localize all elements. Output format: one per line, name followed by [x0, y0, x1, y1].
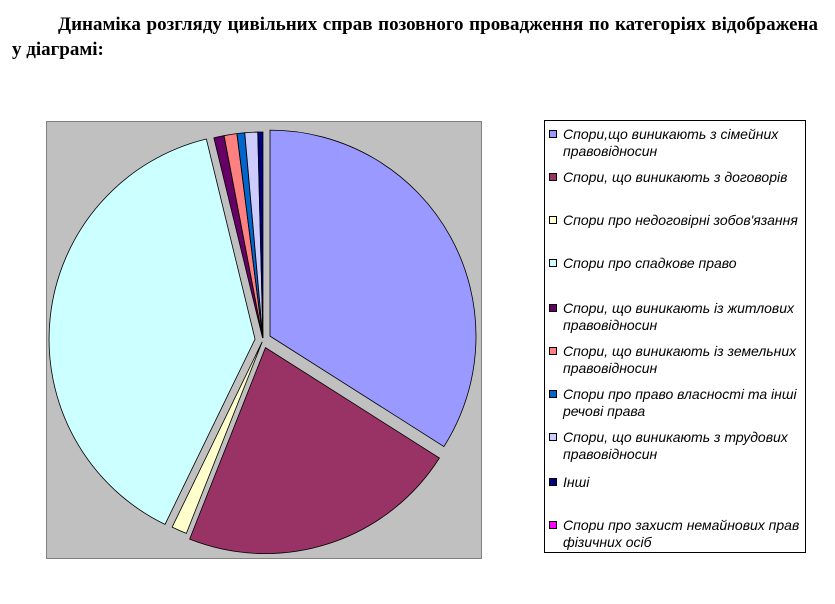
- legend-swatch: [549, 304, 557, 312]
- pie-slice-3: [171, 341, 263, 534]
- legend-swatch: [549, 347, 557, 355]
- legend-label: Спори про захист немайнових прав фізични…: [563, 517, 800, 550]
- legend-swatch: [549, 521, 557, 529]
- legend-item-6: Спори, що виникають із земельних правові…: [549, 343, 801, 377]
- pie-slice-4: [48, 138, 256, 525]
- legend-item-7: Спори про право власності та інші речові…: [549, 386, 801, 420]
- legend-item-8: Спори, що виникають з трудових правовідн…: [549, 429, 801, 463]
- legend-label: Спори про недоговірні зобов'язання: [563, 212, 798, 228]
- legend-label: Спори, що виникають із земельних правові…: [563, 343, 797, 376]
- legend-item-5: Спори, що виникають із житлових правовід…: [549, 300, 801, 334]
- legend-item-3: Спори про недоговірні зобов'язання: [549, 212, 801, 229]
- legend-item-4: Спори про спадкове право: [549, 255, 801, 272]
- pie-chart-plot-area: [46, 121, 482, 559]
- legend-item-9: Інші: [549, 474, 801, 491]
- legend-swatch: [549, 390, 557, 398]
- legend-swatch: [549, 433, 557, 441]
- legend-label: Спори, що виникають з договорів: [563, 169, 788, 185]
- legend-item-10: Спори про захист немайнових прав фізични…: [549, 517, 801, 551]
- legend-swatch: [549, 216, 557, 224]
- pie-chart: [48, 129, 477, 554]
- pie-slice-1: [269, 129, 477, 448]
- legend-label: Спори, що виникають із житлових правовід…: [563, 300, 795, 333]
- legend-label: Спори про спадкове право: [563, 255, 737, 271]
- legend-label: Інші: [563, 474, 590, 490]
- legend-label: Спори про право власності та інші речові…: [563, 386, 797, 419]
- legend-label: Спори,що виникають з сімейних правовідно…: [563, 126, 779, 159]
- chart-legend: Спори,що виникають з сімейних правовідно…: [544, 120, 806, 553]
- legend-label: Спори, що виникають з трудових правовідн…: [563, 429, 788, 462]
- pie-slice-9: [257, 131, 264, 339]
- page-title: Динаміка розгляду цивільних справ позовн…: [12, 14, 818, 60]
- pie-slice-2: [189, 347, 440, 554]
- legend-swatch: [549, 130, 557, 138]
- legend-swatch: [549, 173, 557, 181]
- legend-swatch: [549, 259, 557, 267]
- legend-item-2: Спори, що виникають з договорів: [549, 169, 801, 186]
- legend-swatch: [549, 478, 557, 486]
- legend-item-1: Спори,що виникають з сімейних правовідно…: [549, 126, 801, 160]
